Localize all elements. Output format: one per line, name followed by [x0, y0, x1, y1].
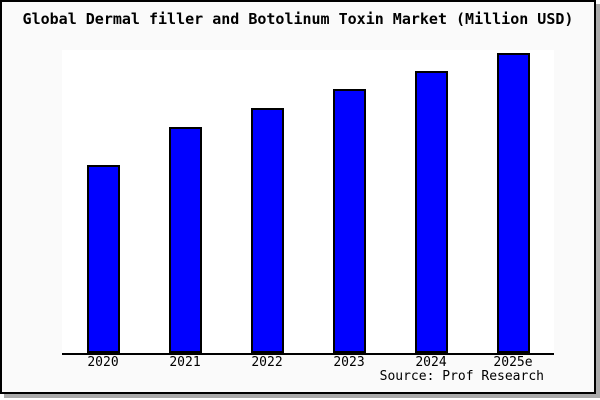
plot-area [62, 50, 554, 355]
x-tick-2020: 2020 [87, 355, 119, 370]
x-tick-2024: 2024 [415, 355, 447, 370]
bar-slot-2023 [308, 50, 390, 353]
bar-2021 [168, 127, 202, 353]
bars-row [62, 50, 554, 353]
bar-2020 [86, 165, 120, 353]
bar-slot-2020 [62, 50, 144, 353]
bar-2025e [496, 53, 530, 353]
x-axis-tick-labels: 2020 2021 2022 2023 2024 2025e [62, 356, 554, 370]
chart-frame: Global Dermal filler and Botolinum Toxin… [0, 0, 596, 394]
bar-slot-2024 [390, 50, 472, 353]
x-tick-2023: 2023 [333, 355, 365, 370]
bar-slot-2022 [226, 50, 308, 353]
bar-2022 [250, 108, 284, 353]
bar-2024 [414, 71, 448, 353]
source-note: Source: Prof Research [379, 369, 544, 384]
bar-slot-2025e [472, 50, 554, 353]
x-tick-2022: 2022 [251, 355, 283, 370]
x-tick-2025e: 2025e [493, 355, 533, 370]
bar-slot-2021 [144, 50, 226, 353]
bar-2023 [332, 89, 366, 353]
chart-title: Global Dermal filler and Botolinum Toxin… [22, 10, 574, 28]
x-tick-2021: 2021 [169, 355, 201, 370]
